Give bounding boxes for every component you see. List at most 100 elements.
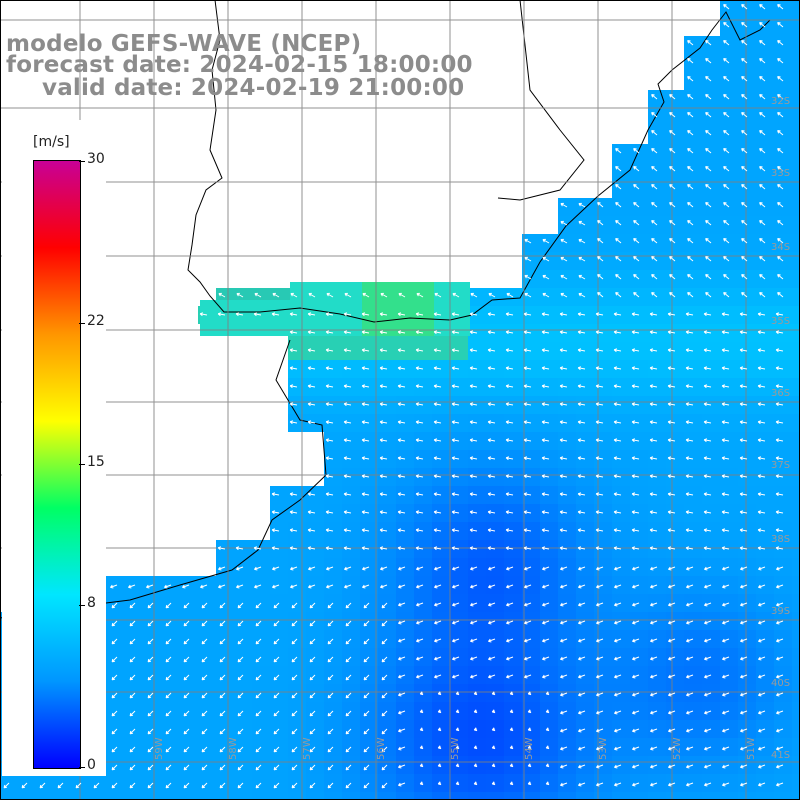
wind-arrow bbox=[686, 620, 694, 625]
wind-arrow bbox=[416, 620, 424, 625]
wind-speed-cell bbox=[398, 300, 416, 318]
wind-arrow bbox=[723, 148, 730, 154]
wind-arrow bbox=[775, 510, 784, 515]
wind-arrow bbox=[559, 438, 568, 443]
wind-speed-cell bbox=[326, 318, 344, 336]
wind-arrow bbox=[723, 238, 730, 244]
wind-arrow bbox=[613, 510, 622, 515]
wind-arrow bbox=[685, 384, 694, 389]
wind-arrow bbox=[291, 692, 298, 699]
wind-arrow bbox=[759, 292, 766, 298]
wind-arrow bbox=[722, 602, 730, 607]
wind-arrow bbox=[327, 638, 334, 645]
wind-arrow bbox=[326, 292, 334, 298]
wind-arrow bbox=[506, 566, 514, 571]
wind-arrow bbox=[741, 202, 748, 208]
wind-arrow bbox=[668, 710, 676, 715]
wind-arrow bbox=[473, 709, 478, 714]
wind-arrow bbox=[469, 402, 478, 407]
wind-arrow bbox=[523, 546, 532, 551]
wind-arrow bbox=[758, 728, 766, 733]
wind-arrow bbox=[219, 602, 226, 609]
wind-arrow bbox=[343, 348, 352, 353]
wind-arrow bbox=[165, 602, 172, 609]
wind-arrow bbox=[397, 546, 406, 551]
wind-speed-cell bbox=[200, 300, 218, 318]
wind-arrow bbox=[667, 438, 676, 443]
wind-speed-cell bbox=[434, 318, 452, 336]
wind-arrow bbox=[723, 112, 730, 118]
wind-speed-cell bbox=[396, 792, 414, 800]
wind-arrow bbox=[705, 166, 712, 172]
wind-arrow bbox=[685, 330, 694, 335]
wind-arrow bbox=[219, 710, 226, 717]
wind-speed-cell bbox=[792, 54, 800, 72]
wind-arrow bbox=[704, 764, 712, 769]
wind-arrow bbox=[379, 510, 388, 515]
wind-arrow bbox=[667, 492, 676, 497]
wind-arrow bbox=[397, 492, 406, 497]
wind-arrow bbox=[577, 420, 586, 425]
wind-arrow bbox=[741, 112, 748, 118]
wind-arrow bbox=[433, 438, 442, 443]
latitude-label: 38S bbox=[771, 534, 790, 545]
wind-arrow bbox=[740, 620, 748, 625]
wind-arrow bbox=[307, 546, 316, 551]
wind-arrow bbox=[739, 312, 748, 317]
wind-arrow bbox=[759, 112, 766, 118]
wind-arrow bbox=[685, 420, 694, 425]
wind-arrow bbox=[686, 602, 694, 607]
wind-arrow bbox=[614, 782, 622, 787]
wind-arrow bbox=[307, 510, 316, 515]
wind-arrow bbox=[345, 710, 352, 717]
wind-arrow bbox=[613, 384, 622, 389]
wind-arrow bbox=[758, 584, 766, 589]
wind-arrow bbox=[633, 220, 640, 226]
wind-arrow bbox=[651, 112, 658, 118]
wind-arrow bbox=[596, 674, 604, 679]
wind-arrow bbox=[415, 366, 424, 371]
wind-arrow bbox=[309, 638, 316, 645]
wind-arrow bbox=[631, 546, 640, 551]
wind-arrow bbox=[505, 366, 514, 371]
wind-arrow bbox=[577, 312, 586, 317]
wind-arrow bbox=[757, 420, 766, 425]
wind-arrow bbox=[615, 292, 622, 298]
wind-arrow bbox=[669, 238, 676, 244]
wind-arrow bbox=[182, 584, 190, 589]
colorbar-tick-mark bbox=[79, 767, 85, 768]
wind-arrow bbox=[740, 602, 748, 607]
wind-speed-cell bbox=[290, 300, 308, 318]
wind-arrow bbox=[685, 402, 694, 407]
wind-arrow bbox=[307, 402, 316, 407]
wind-arrow bbox=[219, 746, 226, 753]
wind-arrow bbox=[739, 528, 748, 533]
wind-arrow bbox=[614, 638, 622, 643]
wind-speed-cell bbox=[378, 792, 396, 800]
title-forecast-date: forecast date: 2024-02-15 18:00:00 bbox=[6, 52, 473, 78]
wind-arrow bbox=[147, 602, 154, 609]
wind-arrow bbox=[397, 420, 406, 425]
wind-arrow bbox=[703, 312, 712, 317]
wind-arrow bbox=[309, 620, 316, 627]
wind-arrow bbox=[363, 674, 370, 681]
wind-arrow bbox=[433, 366, 442, 371]
wind-arrow bbox=[343, 528, 352, 533]
colorbar-tick-mark bbox=[79, 161, 85, 162]
wind-arrow bbox=[705, 130, 712, 136]
wind-arrow bbox=[325, 456, 334, 461]
wind-arrow bbox=[776, 782, 784, 787]
wind-arrow bbox=[325, 312, 334, 317]
wind-speed-cell bbox=[792, 144, 800, 162]
wind-arrow bbox=[759, 220, 766, 226]
wind-arrow bbox=[237, 638, 244, 645]
wind-arrow bbox=[253, 546, 262, 551]
wind-arrow bbox=[416, 638, 424, 643]
wind-arrow bbox=[273, 728, 280, 735]
colorbar-tick-mark bbox=[79, 464, 85, 465]
wind-arrow bbox=[559, 348, 568, 353]
wind-arrow bbox=[147, 710, 154, 717]
wind-arrow bbox=[615, 148, 622, 154]
wind-arrow bbox=[560, 638, 568, 643]
wind-arrow bbox=[685, 474, 694, 479]
